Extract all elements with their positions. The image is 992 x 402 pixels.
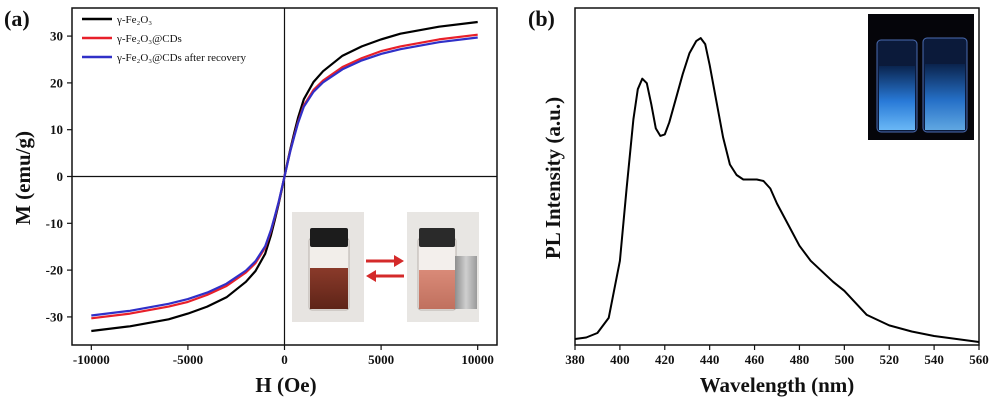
x-tick-label: -10000 bbox=[73, 352, 110, 367]
panel-b-plot-frame bbox=[574, 7, 980, 346]
series-line bbox=[574, 37, 980, 343]
x-tick-label: 480 bbox=[790, 352, 810, 367]
x-tick-label: 380 bbox=[565, 352, 585, 367]
vial-cap-left bbox=[310, 228, 348, 247]
panel-b-x-axis-title: Wavelength (nm) bbox=[700, 373, 855, 397]
panel-b-label: (b) bbox=[528, 6, 555, 31]
panel-b-y-axis-title: PL Intensity (a.u.) bbox=[541, 97, 565, 259]
panel-a-label: (a) bbox=[4, 6, 30, 31]
vial-cap-right bbox=[419, 228, 455, 247]
x-tick-label: 10000 bbox=[461, 352, 494, 367]
x-tick-label: -5000 bbox=[173, 352, 203, 367]
panel-b-uv-photo-inset bbox=[868, 14, 974, 140]
panel-b: (b) 380 400 420 440 460 480 500 520 540 560 Wavel… bbox=[528, 6, 989, 397]
y-tick-label: 30 bbox=[50, 29, 63, 44]
panel-a-x-axis-title: H (Oe) bbox=[255, 373, 316, 397]
panel-a-series-lines bbox=[91, 20, 478, 333]
x-tick-label: 0 bbox=[281, 352, 288, 367]
arrow-right-icon bbox=[394, 255, 404, 267]
uv-vial-right-glow bbox=[925, 64, 965, 130]
panel-b-series-lines bbox=[574, 37, 980, 343]
panel-a-y-axis-title: M (emu/g) bbox=[11, 131, 35, 225]
panel-a: (a) -10000 -5000 0 5000 10000 -30 -20 -10 0 10 bbox=[4, 6, 498, 397]
x-tick-label: 400 bbox=[610, 352, 630, 367]
uv-vial-left-glow bbox=[879, 66, 915, 130]
x-tick-label: 520 bbox=[879, 352, 899, 367]
x-tick-label: 500 bbox=[835, 352, 855, 367]
y-tick-label: 20 bbox=[50, 75, 63, 90]
panel-a-legend: γ-Fe₂O₃ γ-Fe₂O₃@CDs γ-Fe₂O₃@CDs after reco… bbox=[82, 14, 246, 64]
x-tick-label: 540 bbox=[924, 352, 944, 367]
legend-label: γ-Fe₂O₃@CDs after recovery bbox=[116, 52, 246, 64]
panel-a-photo-inset bbox=[292, 212, 479, 322]
x-tick-label: 460 bbox=[745, 352, 765, 367]
panel-a-ticks: -10000 -5000 0 5000 10000 -30 -20 -10 0 10 20 30 bbox=[46, 29, 494, 367]
y-tick-label: -10 bbox=[46, 216, 63, 231]
reversible-arrows bbox=[366, 255, 404, 282]
x-tick-label: 420 bbox=[655, 352, 675, 367]
x-tick-label: 440 bbox=[700, 352, 720, 367]
magnet bbox=[455, 256, 477, 309]
legend-label: γ-Fe₂O₃ bbox=[116, 14, 152, 26]
series-line bbox=[91, 36, 478, 317]
y-tick-label: 10 bbox=[50, 122, 63, 137]
y-tick-label: 0 bbox=[57, 169, 64, 184]
x-tick-label: 560 bbox=[969, 352, 989, 367]
y-tick-label: -20 bbox=[46, 263, 63, 278]
vial-liquid-brown bbox=[310, 268, 348, 309]
arrow-left-icon bbox=[366, 270, 376, 282]
legend-label: γ-Fe₂O₃@CDs bbox=[116, 33, 182, 45]
panel-b-ticks: 380 400 420 440 460 480 500 520 540 560 bbox=[565, 345, 989, 367]
y-tick-label: -30 bbox=[46, 309, 63, 324]
x-tick-label: 5000 bbox=[368, 352, 394, 367]
vial-liquid-clear bbox=[419, 270, 455, 309]
